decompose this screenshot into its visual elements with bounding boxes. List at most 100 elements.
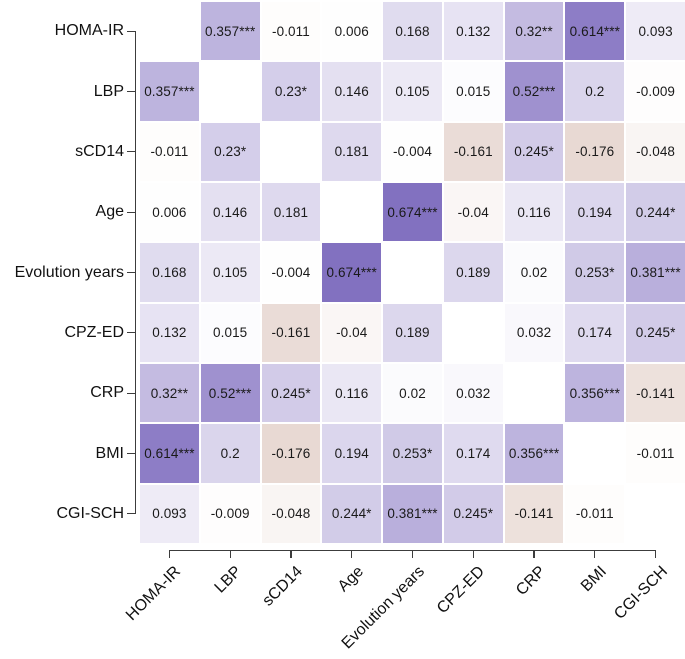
heatmap-cell: -0.141 <box>626 363 685 423</box>
heatmap-cell: 0.02 <box>383 363 442 423</box>
y-axis-tick <box>127 452 135 455</box>
y-axis-tick <box>127 211 135 213</box>
heatmap-cell-diagonal <box>140 2 199 61</box>
heatmap-cell-diagonal <box>200 62 260 121</box>
heatmap-cell: 0.116 <box>322 363 382 423</box>
heatmap-cell: 0.674*** <box>383 182 442 242</box>
heatmap-cell: 0.32** <box>140 363 199 423</box>
heatmap-cell: 0.381*** <box>626 243 685 302</box>
heatmap-cell-diagonal <box>261 122 321 181</box>
heatmap-cell: 0.168 <box>140 243 199 302</box>
heatmap-cell: -0.011 <box>626 424 685 483</box>
heatmap-cell: 0.006 <box>322 2 382 61</box>
heatmap-cell: 0.189 <box>383 303 442 362</box>
y-axis-label: Evolution years <box>14 263 124 281</box>
heatmap-cell: -0.04 <box>322 303 382 362</box>
heatmap-cell: 0.132 <box>140 303 199 362</box>
heatmap-cell: -0.011 <box>261 2 321 61</box>
y-axis-tick <box>127 151 135 153</box>
x-axis-tick <box>594 550 596 558</box>
heatmap-cell: -0.176 <box>261 424 321 483</box>
heatmap-cell: 0.52*** <box>200 363 260 423</box>
y-axis-label: sCD14 <box>75 142 124 160</box>
heatmap-cell: 0.168 <box>383 2 442 61</box>
heatmap-cell: 0.614*** <box>565 2 625 61</box>
heatmap-cell: 0.02 <box>504 243 564 302</box>
heatmap-cell: 0.146 <box>322 62 382 121</box>
heatmap-cell: 0.116 <box>504 182 564 242</box>
heatmap-cell: 0.52*** <box>504 62 564 121</box>
heatmap-cell: 0.189 <box>443 243 503 302</box>
x-axis-tick <box>472 550 474 558</box>
heatmap-grid: 0.357*** -0.011 0.006 0.168 0.132 0.32** 0.614… <box>140 2 685 543</box>
heatmap-cell: 0.132 <box>443 2 503 61</box>
heatmap-cell: 0.181 <box>322 122 382 181</box>
heatmap-cell: 0.357*** <box>140 62 199 121</box>
x-axis-tick <box>351 550 353 558</box>
x-axis-tick <box>229 550 231 558</box>
heatmap-cell: -0.011 <box>140 122 199 181</box>
heatmap-cell: 0.245* <box>504 122 564 181</box>
heatmap-cell-diagonal <box>565 424 625 483</box>
y-axis-tick <box>127 271 135 274</box>
y-axis-line <box>135 31 137 514</box>
heatmap-cell: 0.093 <box>626 2 685 61</box>
y-axis-tick <box>127 90 135 93</box>
heatmap-cell: 0.015 <box>443 62 503 121</box>
heatmap-cell: 0.244* <box>626 182 685 242</box>
y-axis-label: HOMA-IR <box>54 22 124 40</box>
heatmap-cell: -0.004 <box>261 243 321 302</box>
heatmap-cell: -0.009 <box>626 62 685 121</box>
heatmap-cell: -0.048 <box>626 122 685 181</box>
heatmap-cell: 0.381*** <box>383 484 442 543</box>
heatmap-cell: -0.141 <box>504 484 564 543</box>
heatmap-cell: 0.357*** <box>200 2 260 61</box>
heatmap-cell: 0.181 <box>261 182 321 242</box>
heatmap-cell: 0.253* <box>383 424 442 483</box>
heatmap-cell: 0.245* <box>261 363 321 423</box>
y-axis-label: LBP <box>93 82 124 100</box>
heatmap-cell: 0.245* <box>443 484 503 543</box>
y-axis-tick <box>127 332 135 334</box>
heatmap-cell: 0.32** <box>504 2 564 61</box>
heatmap-cell: 0.245* <box>626 303 685 362</box>
heatmap-cell: 0.23* <box>261 62 321 121</box>
heatmap-cell: 0.194 <box>322 424 382 483</box>
heatmap-cell: 0.614*** <box>140 424 199 483</box>
x-axis-tick <box>290 550 292 558</box>
heatmap-cell: -0.161 <box>443 122 503 181</box>
y-axis-label: Age <box>95 203 124 221</box>
heatmap-cell-diagonal <box>322 182 382 242</box>
heatmap-cell: 0.244* <box>322 484 382 543</box>
y-axis-label: CRP <box>90 384 124 402</box>
heatmap-cell: 0.174 <box>443 424 503 483</box>
heatmap-cell-diagonal <box>504 363 564 423</box>
heatmap-cell: -0.176 <box>565 122 625 181</box>
y-axis-tick <box>127 30 135 32</box>
heatmap-cell: -0.011 <box>565 484 625 543</box>
heatmap-cell: 0.23* <box>200 122 260 181</box>
heatmap-cell: 0.032 <box>443 363 503 423</box>
x-axis-tick <box>411 550 414 558</box>
heatmap-cell-diagonal <box>383 243 442 302</box>
heatmap-cell: 0.674*** <box>322 243 382 302</box>
heatmap-cell: 0.015 <box>200 303 260 362</box>
heatmap-cell: -0.048 <box>261 484 321 543</box>
heatmap-cell: 0.2 <box>200 424 260 483</box>
y-axis-label: CPZ-ED <box>64 323 124 341</box>
heatmap-cell-diagonal <box>626 484 685 543</box>
heatmap-cell: 0.093 <box>140 484 199 543</box>
y-axis-label: BMI <box>95 444 124 462</box>
heatmap-cell: 0.105 <box>200 243 260 302</box>
x-axis-tick <box>655 550 657 558</box>
heatmap-cell: 0.105 <box>383 62 442 121</box>
heatmap-cell: 0.146 <box>200 182 260 242</box>
x-axis-tick <box>168 550 170 558</box>
heatmap-cell: 0.253* <box>565 243 625 302</box>
heatmap-cell: -0.04 <box>443 182 503 242</box>
y-axis-tick <box>127 513 135 515</box>
heatmap-cell: 0.006 <box>140 182 199 242</box>
heatmap-cell: 0.194 <box>565 182 625 242</box>
y-axis-label: CGI-SCH <box>56 504 124 522</box>
